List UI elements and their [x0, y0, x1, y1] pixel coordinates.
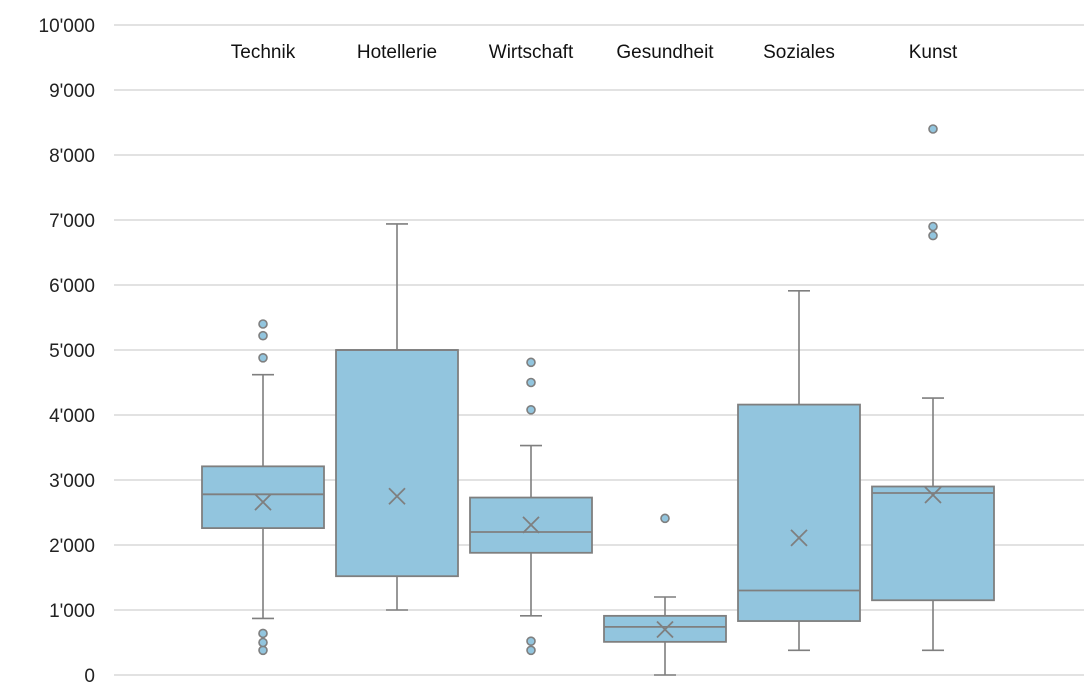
- outlier-point: [527, 406, 535, 414]
- outlier-point: [929, 223, 937, 231]
- y-tick-label: 2'000: [49, 536, 95, 557]
- category-label: Soziales: [763, 42, 835, 63]
- y-axis-tick-labels: 0 1'000 2'000 3'000 4'000 5'000 6'000 7'000 8'00…: [39, 16, 95, 683]
- category-label: Gesundheit: [616, 42, 714, 63]
- outlier-point: [259, 639, 267, 647]
- outlier-point: [259, 354, 267, 362]
- y-tick-label: 5'000: [49, 341, 95, 362]
- category-label: Kunst: [909, 42, 958, 63]
- y-tick-label: 6'000: [49, 276, 95, 297]
- outlier-point: [661, 514, 669, 522]
- category-label: Hotellerie: [357, 42, 437, 63]
- outlier-point: [527, 379, 535, 387]
- outlier-point: [259, 332, 267, 340]
- box-iqr: [738, 405, 860, 621]
- y-tick-label: 10'000: [39, 16, 95, 37]
- y-tick-label: 1'000: [49, 601, 95, 622]
- outlier-point: [527, 637, 535, 645]
- box-hotellerie: [336, 224, 458, 610]
- box-kunst: [872, 125, 994, 650]
- y-tick-label: 0: [84, 666, 95, 683]
- y-tick-label: 8'000: [49, 146, 95, 167]
- box-technik: [202, 320, 324, 654]
- outlier-point: [929, 232, 937, 240]
- category-label: Wirtschaft: [489, 42, 574, 63]
- outlier-point: [527, 358, 535, 366]
- y-tick-label: 9'000: [49, 81, 95, 102]
- outlier-point: [929, 125, 937, 133]
- box-gesundheit: [604, 514, 726, 675]
- outlier-point: [259, 629, 267, 637]
- box-iqr: [202, 466, 324, 528]
- y-tick-label: 4'000: [49, 406, 95, 427]
- outlier-point: [259, 646, 267, 654]
- category-label: Technik: [231, 42, 296, 63]
- category-labels: Technik Hotellerie Wirtschaft Gesundheit Soz…: [231, 42, 958, 63]
- box-plot-series: [202, 125, 994, 675]
- y-tick-label: 3'000: [49, 471, 95, 492]
- outlier-point: [527, 646, 535, 654]
- outlier-point: [259, 320, 267, 328]
- box-soziales: [738, 291, 860, 650]
- y-tick-label: 7'000: [49, 211, 95, 232]
- box-iqr: [336, 350, 458, 576]
- box-iqr: [872, 487, 994, 601]
